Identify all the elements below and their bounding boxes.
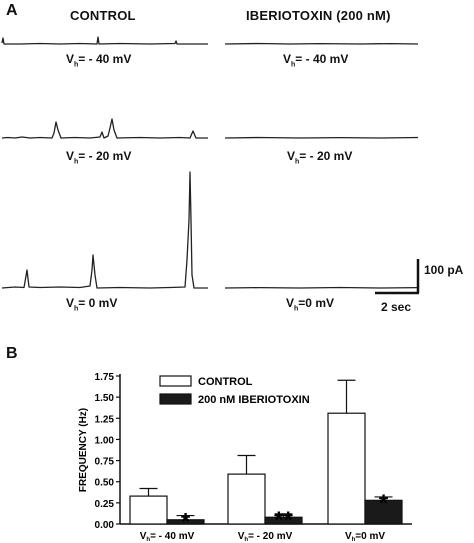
label-iberiotoxin-m20: Vh= - 20 mV: [287, 149, 353, 166]
trace-control-m40: [1, 36, 208, 45]
bar-control: [327, 412, 366, 525]
trace-control-m20: [1, 118, 208, 139]
legend-swatch-iberiotoxin: [159, 393, 192, 405]
bar-iberiotoxin: [166, 519, 205, 525]
bar-control: [129, 495, 168, 525]
trace-iberiotoxin-z0: [224, 286, 419, 289]
trace-control-z0: [1, 171, 208, 289]
bar-iberiotoxin: [264, 516, 303, 525]
legend-label-iberiotoxin: 200 nM IBERIOTOXIN: [198, 394, 310, 406]
x-category-label: Vh=0 mV: [345, 531, 385, 543]
label-control-m20: Vh= - 20 mV: [66, 149, 132, 166]
legend-label-control: CONTROL: [198, 376, 253, 388]
significance-marker: *: [181, 509, 191, 536]
bar-control: [227, 473, 266, 525]
label-iberiotoxin-m40: Vh= - 40 mV: [283, 52, 349, 69]
iberiotoxin-column-heading: IBERIOTOXIN (200 nM): [246, 8, 391, 23]
y-axis-label: FREQUENCY (Hz): [78, 408, 89, 492]
y-tick-label: 1.00: [95, 435, 115, 446]
control-column-heading: CONTROL: [70, 8, 136, 23]
label-control-z0: Vh= 0 mV: [66, 296, 118, 313]
trace-iberiotoxin-m20: [224, 136, 419, 139]
x-category-label: Vh= - 20 mV: [238, 531, 293, 543]
current-scale-label: 100 pA: [424, 263, 464, 277]
time-scale-label: 2 sec: [381, 300, 412, 314]
y-tick-label: 0.50: [95, 478, 115, 489]
legend-swatch-control: [159, 375, 192, 387]
label-control-m40: Vh= - 40 mV: [66, 52, 132, 69]
significance-marker: *: [379, 490, 389, 517]
y-tick-label: 1.75: [95, 372, 115, 383]
y-tick-label: 0.00: [95, 520, 115, 531]
x-category-label: Vh= - 40 mV: [140, 531, 195, 543]
trace-iberiotoxin-m40: [224, 42, 419, 45]
y-tick-label: 1.50: [95, 393, 115, 404]
y-tick-label: 0.75: [95, 457, 115, 468]
label-iberiotoxin-z0: Vh=0 mV: [286, 296, 334, 313]
panel-a-letter: A: [6, 2, 18, 19]
bar-iberiotoxin: [364, 499, 403, 525]
significance-marker: **: [274, 507, 293, 534]
panel-b-letter: B: [6, 345, 18, 362]
y-tick-label: 0.25: [95, 499, 115, 510]
y-tick-label: 1.25: [95, 414, 115, 425]
